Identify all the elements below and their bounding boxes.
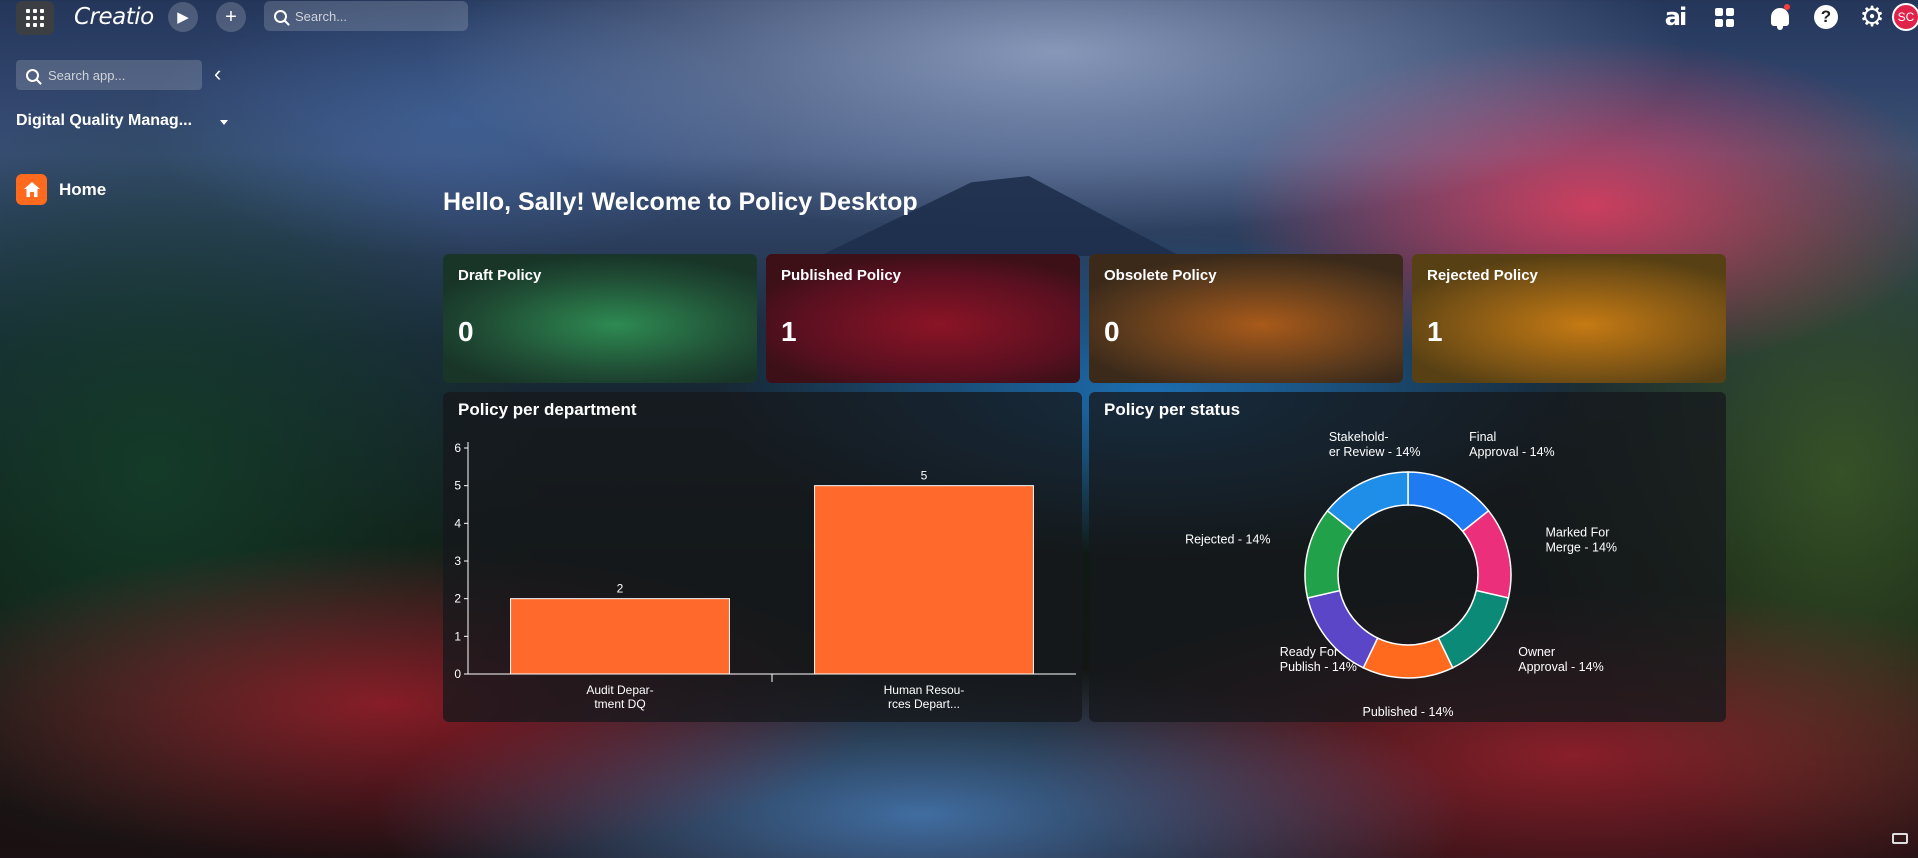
notifications-button[interactable] [1766, 4, 1794, 30]
card-rejected-policy[interactable]: Rejected Policy 1 [1412, 254, 1726, 383]
slice-label: Owner Approval - 14% [1518, 645, 1603, 674]
chevron-left-icon: ‹ [214, 61, 222, 86]
card-value: 1 [1427, 316, 1443, 347]
chart-title: Policy per department [458, 400, 637, 419]
page-title: Hello, Sally! Welcome to Policy Desktop [443, 188, 918, 216]
data-label: 5 [921, 469, 928, 483]
slice-label: Published - 14% [1362, 705, 1453, 719]
y-tick-label: 1 [454, 629, 461, 643]
app-search[interactable] [16, 60, 202, 90]
ai-icon: ai [1664, 3, 1687, 31]
search-icon [26, 68, 39, 82]
profile-button[interactable]: SC [1892, 3, 1918, 31]
card-value: 0 [458, 316, 474, 347]
card-value: 0 [1104, 316, 1120, 347]
app-search-input[interactable] [48, 67, 198, 83]
app-launcher-button[interactable] [16, 1, 54, 35]
chevron-down-icon[interactable] [220, 120, 228, 125]
card-draft-policy[interactable]: Draft Policy 0 [443, 254, 757, 383]
y-tick-label: 3 [454, 554, 461, 568]
pie-slice [1326, 471, 1409, 533]
plus-icon: + [225, 5, 237, 28]
slice-label: Rejected - 14% [1185, 533, 1270, 547]
x-tick-label: Audit Depar-tment DQ [586, 683, 653, 711]
slice-label: Stakehold-er Review - 14% [1329, 430, 1421, 459]
home-icon [16, 174, 47, 205]
grid-icon [26, 9, 44, 27]
slice-label: Marked For Merge - 14% [1545, 526, 1617, 555]
keyboard-icon[interactable] [1892, 833, 1908, 844]
create-button[interactable]: + [216, 2, 246, 32]
play-icon: ▶ [177, 9, 189, 26]
bell-icon [1771, 8, 1789, 30]
collapse-sidebar-button[interactable]: ‹ [214, 61, 222, 86]
x-tick-label: Human Resou-rces Depart... [884, 683, 965, 711]
dashboard-icon [1714, 7, 1734, 27]
data-label: 2 [617, 582, 624, 596]
brand-logo[interactable]: Creatio [74, 4, 154, 30]
y-tick-label: 6 [454, 441, 461, 455]
help-button[interactable]: ? [1812, 4, 1840, 30]
question-icon: ? [1814, 5, 1838, 29]
card-title: Rejected Policy [1427, 267, 1538, 284]
gear-icon: ⚙ [1859, 1, 1885, 32]
sidebar-item-home[interactable]: Home [16, 174, 106, 205]
bar [510, 598, 730, 675]
donut-chart: Final Approval - 14% Marked For Merge - 14%… [1185, 430, 1617, 719]
notification-dot [1784, 4, 1790, 10]
global-search[interactable] [264, 1, 468, 31]
card-published-policy[interactable]: Published Policy 1 [766, 254, 1080, 383]
card-title: Published Policy [781, 267, 902, 284]
settings-button[interactable]: ⚙ [1858, 1, 1886, 32]
bar-chart: 0 1 2 3 4 5 6 2 Audit Depar-tment DQ 5 Human Resou… [454, 441, 1076, 711]
card-title: Obsolete Policy [1104, 267, 1217, 284]
run-process-button[interactable]: ▶ [168, 2, 198, 32]
pie-slice [1362, 637, 1454, 679]
card-title: Draft Policy [458, 267, 542, 284]
bar [814, 485, 1034, 675]
y-tick-label: 4 [454, 516, 461, 530]
y-tick-label: 0 [454, 667, 461, 681]
top-bar: Creatio ▶ + ai ? ⚙ SC [0, 0, 1918, 35]
slice-label: Ready For Publish - 14% [1280, 645, 1357, 674]
chart-policy-per-status: Policy per status Final Approval - 14% Mar… [1089, 392, 1726, 722]
dashboards-button[interactable] [1710, 4, 1738, 30]
sidebar-item-label: Home [59, 179, 107, 199]
global-search-input[interactable] [295, 8, 445, 24]
y-tick-label: 2 [454, 592, 461, 606]
slice-label: Final Approval - 14% [1469, 430, 1554, 459]
chart-policy-per-department: Policy per department 0 1 2 3 4 5 6 2 Audit Depa… [443, 392, 1082, 722]
card-obsolete-policy[interactable]: Obsolete Policy 0 [1089, 254, 1403, 383]
pie-slice [1437, 589, 1510, 669]
y-tick-label: 5 [454, 479, 461, 493]
ai-assistant-button[interactable]: ai [1658, 3, 1692, 31]
chart-title: Policy per status [1104, 400, 1241, 419]
card-value: 1 [781, 316, 797, 347]
avatar: SC [1892, 3, 1918, 31]
search-icon [274, 9, 287, 23]
workspace-selector[interactable]: Digital Quality Manag... [16, 112, 193, 129]
